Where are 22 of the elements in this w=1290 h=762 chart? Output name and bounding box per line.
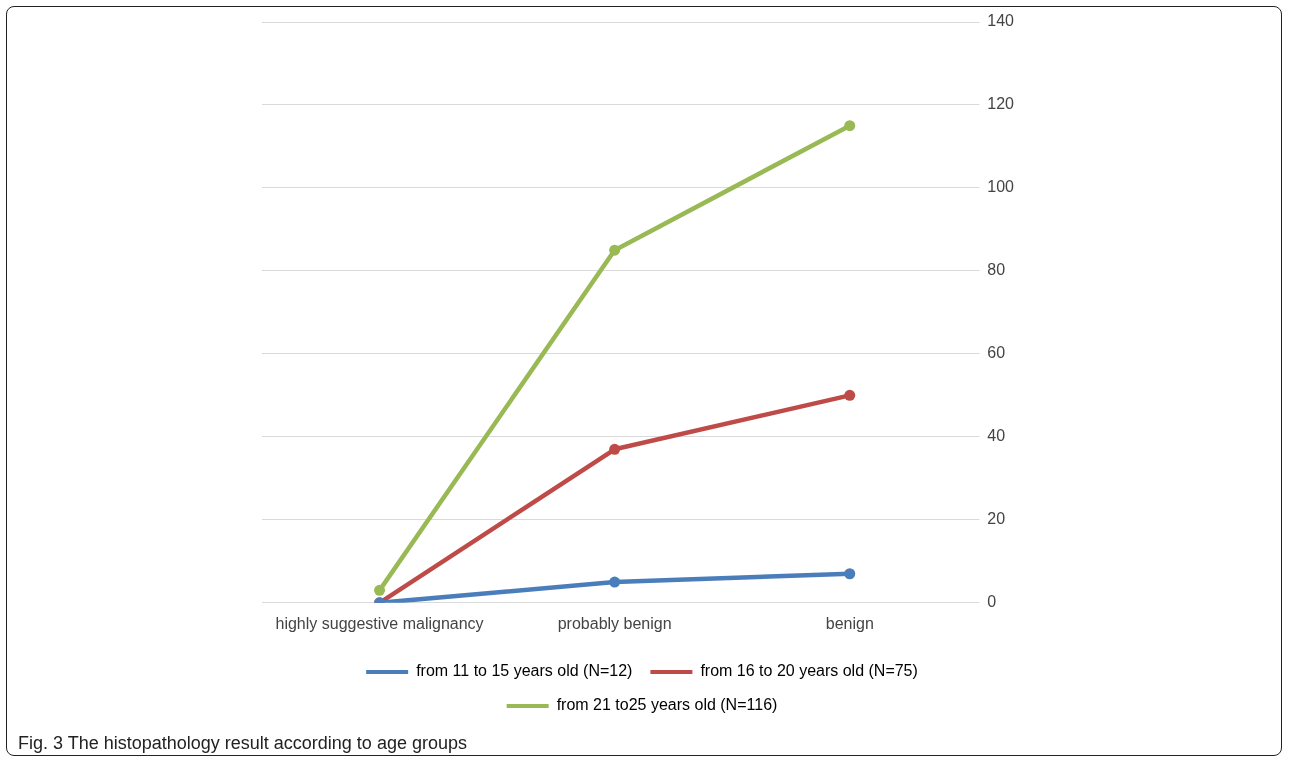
point [609,443,621,455]
point [844,120,856,132]
y-tick-label: 80 [987,261,1006,279]
y-tick-label: 40 [987,427,1006,445]
x-tick-label: highly suggestive malignancy [275,614,484,632]
x-tick-label: probably benign [557,614,672,632]
y-tick-label: 20 [987,510,1006,528]
legend-label: from 16 to 20 years old (N=75) [700,662,918,680]
point [609,576,621,588]
legend-label: from 21 to25 years old (N=116) [556,696,778,714]
y-tick-label: 100 [987,178,1015,196]
point [374,584,386,596]
point [844,568,856,580]
y-tick-label: 140 [987,12,1015,30]
caption: Fig. 3 The histopathology result according to age groups [18,733,467,754]
point [609,244,621,256]
y-tick-label: 60 [987,344,1006,362]
legend-label: from 11 to 15 years old (N=12) [416,662,633,680]
y-tick-label: 120 [987,95,1015,113]
y-tick-label: 0 [987,593,997,611]
x-tick-label: benign [825,614,874,632]
point [844,389,856,401]
